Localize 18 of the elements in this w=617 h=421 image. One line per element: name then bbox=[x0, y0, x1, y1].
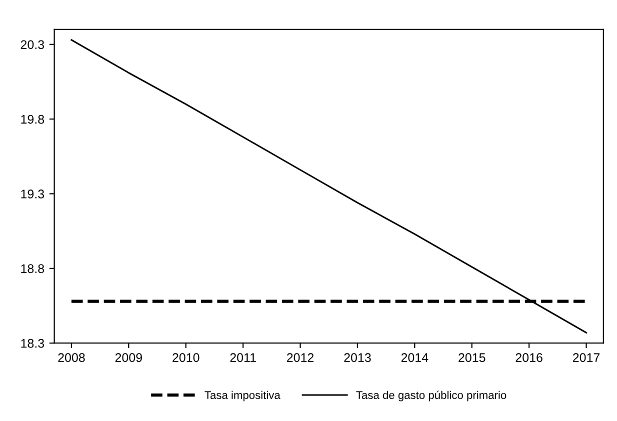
y-tick-label: 20.3 bbox=[20, 40, 44, 50]
x-tick-label: 2013 bbox=[344, 353, 371, 362]
x-tick-label: 2010 bbox=[172, 353, 200, 362]
x-tick-label: 2011 bbox=[230, 353, 256, 362]
x-tick-label: 2015 bbox=[458, 353, 486, 362]
legend-label: Tasa de gasto público primario bbox=[356, 390, 506, 402]
y-tick-label: 19.3 bbox=[21, 190, 44, 198]
legend-label: Tasa impositiva bbox=[204, 390, 280, 402]
y-tick-label: 18.8 bbox=[21, 264, 44, 274]
line-series bbox=[70, 39, 588, 334]
x-tick-label: 2008 bbox=[58, 353, 85, 362]
y-tick-label: 18.3 bbox=[21, 338, 44, 348]
x-tick-label: 2017 bbox=[572, 353, 600, 362]
x-tick-label: 2012 bbox=[286, 353, 314, 362]
x-tick-label: 2016 bbox=[516, 353, 542, 362]
x-tick-label: 2014 bbox=[401, 353, 428, 362]
x-tick-label: 2009 bbox=[115, 353, 142, 362]
y-tick-label: 19.8 bbox=[21, 114, 44, 124]
